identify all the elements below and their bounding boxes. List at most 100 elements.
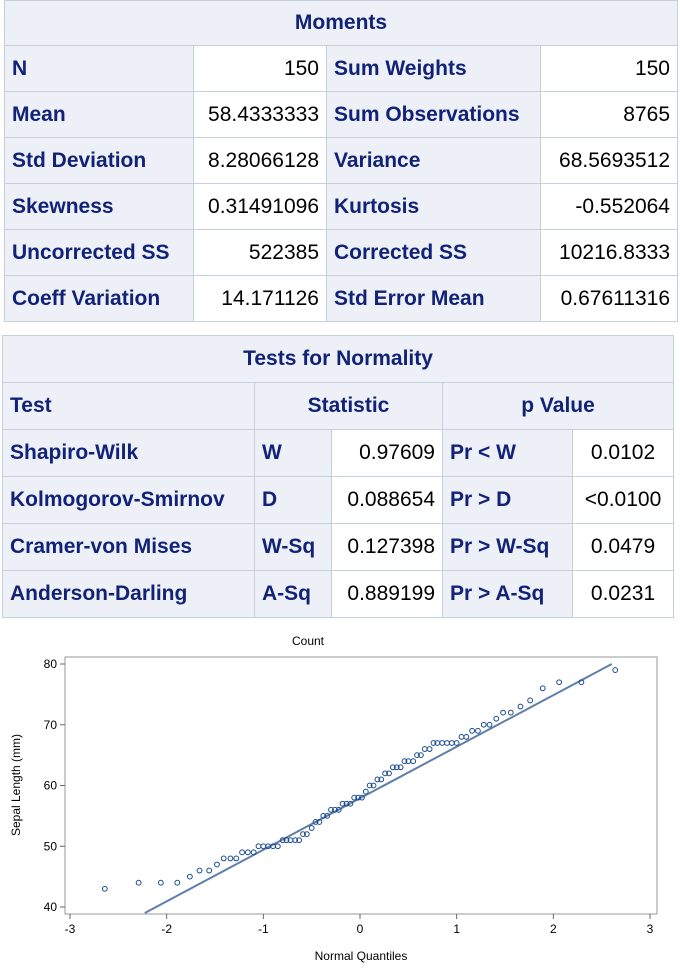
data-point xyxy=(343,800,350,807)
p-value-symbol: Pr > W-Sq xyxy=(442,523,573,571)
data-point xyxy=(339,800,346,807)
y-axis-label: Sepal Length (mm) xyxy=(9,734,23,836)
test-name: Cramer-von Mises xyxy=(2,523,255,571)
moment-value: 68.5693512 xyxy=(540,137,678,184)
data-point xyxy=(430,740,437,746)
column-header-p-value: p Value xyxy=(441,382,675,430)
table-row: Anderson-Darling A-Sq 0.889199 Pr > A-Sq… xyxy=(2,570,675,618)
data-point xyxy=(426,746,433,752)
p-value-symbol: Pr < W xyxy=(442,429,573,477)
moments-title: Moments xyxy=(4,0,678,46)
moment-value: 0.67611316 xyxy=(540,275,678,322)
table-row: Uncorrected SS 522385 Corrected SS 10216… xyxy=(4,229,678,276)
moment-label: Uncorrected SS xyxy=(4,229,194,276)
data-point xyxy=(469,727,476,734)
data-point xyxy=(308,825,315,831)
data-point xyxy=(292,837,299,844)
data-point xyxy=(500,709,506,716)
data-point xyxy=(135,879,142,886)
data-point xyxy=(397,764,404,771)
data-point xyxy=(255,843,262,850)
data-point xyxy=(214,861,220,868)
data-point xyxy=(401,758,408,765)
x-tick-label: 2 xyxy=(550,922,557,936)
data-point xyxy=(174,879,181,886)
data-point xyxy=(279,837,286,844)
statistic-value: 0.127398 xyxy=(331,523,443,571)
data-point xyxy=(444,740,450,746)
moment-label: Sum Observations xyxy=(326,91,541,138)
p-value: 0.0479 xyxy=(571,523,675,571)
y-tick-label: 50 xyxy=(44,839,58,853)
y-tick-label: 80 xyxy=(44,657,58,671)
statistic-symbol: A-Sq xyxy=(254,570,332,618)
data-point xyxy=(418,752,424,759)
data-point xyxy=(463,734,470,740)
y-tick-label: 40 xyxy=(44,900,58,914)
y-tick-label: 70 xyxy=(44,718,58,732)
data-point xyxy=(556,679,563,686)
test-name: Anderson-Darling xyxy=(2,570,255,618)
column-header-statistic: Statistic xyxy=(254,382,443,430)
data-point xyxy=(101,885,108,892)
test-name: Shapiro-Wilk xyxy=(2,429,255,477)
column-header-test: Test xyxy=(2,382,255,430)
data-point xyxy=(453,740,460,746)
data-point xyxy=(539,685,546,692)
plot-frame xyxy=(64,656,658,915)
data-point xyxy=(233,855,240,862)
data-point xyxy=(347,800,354,807)
table-row: Mean 58.4333333 Sum Observations 8765 xyxy=(4,91,678,138)
data-point xyxy=(283,837,290,844)
qq-plot: Count 40 50 60 70 80 -3 -2 -1 0 1 2 3 Normal Quant… xyxy=(9,634,658,963)
data-point xyxy=(493,715,500,722)
data-point xyxy=(414,752,420,759)
data-point xyxy=(378,776,385,783)
moment-label: N xyxy=(4,45,194,92)
data-point xyxy=(244,849,251,856)
table-row: Std Deviation 8.28066128 Variance 68.569… xyxy=(4,137,678,184)
data-point xyxy=(316,819,323,825)
data-point xyxy=(475,727,481,734)
x-tick-label: 3 xyxy=(647,922,654,936)
p-value: 0.0102 xyxy=(571,429,675,477)
data-point xyxy=(389,764,396,771)
moment-value: 0.31491096 xyxy=(193,183,327,230)
data-point xyxy=(206,867,213,874)
data-point xyxy=(421,746,428,752)
moment-value: 8.28066128 xyxy=(193,137,327,184)
data-point xyxy=(300,831,306,838)
data-point xyxy=(359,794,365,801)
data-point xyxy=(335,806,342,813)
moment-label: Sum Weights xyxy=(326,45,541,92)
y-tick-label: 60 xyxy=(44,779,58,793)
moment-value: 14.171126 xyxy=(193,275,327,322)
moment-value: 522385 xyxy=(193,229,327,276)
data-point xyxy=(366,782,373,789)
data-point xyxy=(331,806,338,813)
statistic-value: 0.889199 xyxy=(331,570,443,618)
table-header-row: Test Statistic p Value xyxy=(2,382,675,430)
data-point xyxy=(296,837,303,844)
x-tick-label: 0 xyxy=(357,922,364,936)
data-point xyxy=(157,879,164,886)
data-point xyxy=(227,855,234,862)
x-tick-label: 1 xyxy=(453,922,460,936)
data-point xyxy=(274,843,281,850)
data-point xyxy=(507,709,514,716)
data-point xyxy=(324,812,331,819)
statistic-value: 0.97609 xyxy=(331,429,443,477)
moment-label: Skewness xyxy=(4,183,194,230)
data-point xyxy=(410,758,417,765)
data-point xyxy=(517,703,524,710)
moment-label: Kurtosis xyxy=(326,183,541,230)
data-point xyxy=(393,764,400,771)
moment-label: Variance xyxy=(326,137,541,184)
moment-value: 150 xyxy=(193,45,327,92)
moment-value: 10216.8333 xyxy=(540,229,678,276)
data-point xyxy=(458,734,465,740)
table-row: Kolmogorov-Smirnov D 0.088654 Pr > D <0.… xyxy=(2,476,675,524)
moment-value: 150 xyxy=(540,45,678,92)
data-point xyxy=(480,721,487,728)
statistic-value: 0.088654 xyxy=(331,476,443,524)
